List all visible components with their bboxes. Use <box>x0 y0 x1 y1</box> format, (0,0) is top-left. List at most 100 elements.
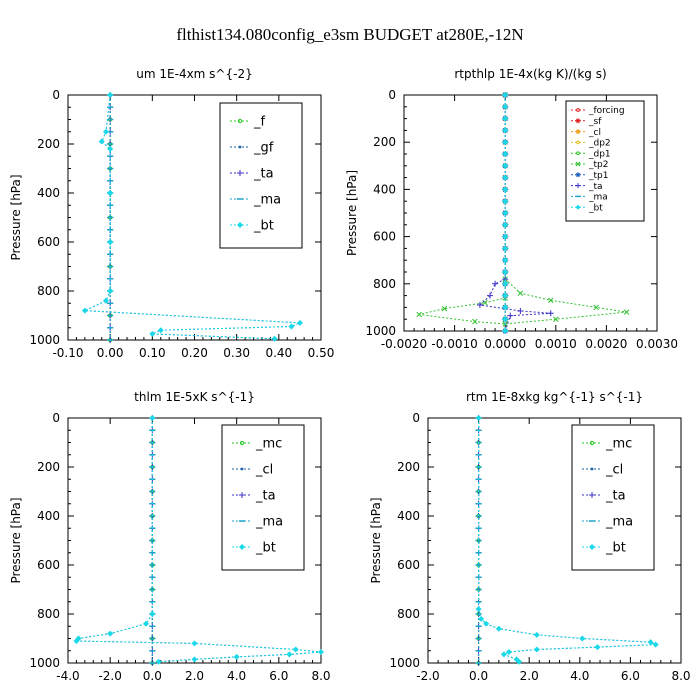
series-bt <box>502 92 509 334</box>
data-point <box>533 631 540 638</box>
legend-label: _tp1 <box>588 171 608 181</box>
data-point <box>502 127 509 134</box>
y-tick-label: 600 <box>373 230 396 244</box>
data-point <box>475 415 482 421</box>
data-point <box>107 92 114 98</box>
data-point <box>553 316 559 322</box>
legend-label: _f <box>253 115 266 130</box>
y-tick-label: 200 <box>373 135 396 149</box>
y-tick-label: 0 <box>52 88 60 102</box>
x-tick-label: 2.0 <box>185 669 204 683</box>
legend: _mc _cl _ta _ma _bt <box>571 424 655 571</box>
data-point <box>149 611 156 617</box>
x-tick-label: 6.0 <box>621 669 640 683</box>
data-point <box>107 239 114 245</box>
legend-box <box>571 424 655 571</box>
legend-label: _bt <box>588 203 603 213</box>
data-point <box>502 103 509 110</box>
legend-marker <box>575 183 581 189</box>
legend: _mc _cl _ta _ma _bt <box>221 424 305 571</box>
legend-label: _ta <box>253 167 274 182</box>
legend-label: _ma <box>605 515 633 530</box>
legend-label: _gf <box>253 141 274 156</box>
data-point <box>475 606 482 613</box>
data-point <box>502 186 509 193</box>
y-tick-label: 200 <box>37 460 60 474</box>
data-point <box>149 415 156 421</box>
x-tick-label: 6.0 <box>269 669 288 683</box>
y-tick-label: 0 <box>388 88 396 102</box>
data-point <box>517 307 524 314</box>
y-tick-label: 800 <box>397 607 420 621</box>
x-tick-label: -2.0 <box>98 669 121 683</box>
x-tick-label: 8.0 <box>671 669 690 683</box>
data-point <box>502 115 509 122</box>
data-point <box>107 630 114 637</box>
legend-marker <box>240 467 244 471</box>
x-tick-label: 4.0 <box>227 669 246 683</box>
data-point <box>500 651 507 658</box>
y-tick-label: 200 <box>37 137 60 151</box>
x-tick-label: 0.0020 <box>585 337 627 351</box>
x-tick-label: 8.0 <box>311 669 330 683</box>
y-tick-label: 800 <box>37 284 60 298</box>
y-axis-label: Pressure [hPa] <box>9 174 23 260</box>
panel-title: rtpthlp 1E-4x(kg K)/(kg s) <box>454 67 606 81</box>
data-point <box>516 658 523 665</box>
legend-marker <box>239 544 245 550</box>
data-point <box>416 311 422 318</box>
data-point <box>102 128 109 135</box>
data-point <box>476 302 483 309</box>
x-tick-label: 0.0 <box>469 669 488 683</box>
legend-label: _ta <box>605 489 626 504</box>
data-point <box>623 309 630 315</box>
x-tick-label: 0.10 <box>139 346 166 360</box>
data-point <box>579 635 586 642</box>
legend-marker <box>237 170 243 176</box>
data-point <box>502 198 509 205</box>
legend-label: _mc <box>255 437 282 452</box>
data-point <box>288 323 295 330</box>
legend-marker <box>575 129 581 135</box>
legend-label: _bt <box>253 219 274 234</box>
y-axis-label: Pressure [hPa] <box>9 497 23 583</box>
legend: _forcing_sf_cl_dp2_dp1_tp2_tp1_ta_ma_bt <box>565 100 645 222</box>
y-tick-label: 0 <box>52 411 60 425</box>
data-point <box>296 319 303 326</box>
legend-label: _ma <box>588 193 608 203</box>
legend-marker <box>237 118 243 124</box>
data-point <box>318 648 324 655</box>
legend-marker <box>238 145 242 149</box>
chart-panel-um: um 1E-4xm s^{-2} Pressure [hPa] -0.10 0.00 0… <box>9 67 334 360</box>
data-point <box>495 625 502 632</box>
y-tick-label: 600 <box>37 235 60 249</box>
y-tick-label: 600 <box>397 558 420 572</box>
data-point <box>157 327 164 334</box>
legend-marker <box>575 204 581 210</box>
data-point <box>505 648 512 655</box>
legend-label: _dp1 <box>588 149 611 159</box>
data-point <box>502 257 509 264</box>
x-tick-label: 4.0 <box>570 669 589 683</box>
chart-panel-rtm: rtm 1E-8xkg kg^{-1} s^{-1} Pressure [hPa]… <box>369 390 691 683</box>
legend-box <box>221 424 305 571</box>
data-point <box>107 190 114 196</box>
series-bt <box>81 92 303 342</box>
y-tick-label: 400 <box>37 186 60 200</box>
y-tick-label: 200 <box>397 460 420 474</box>
series-ta <box>476 92 554 334</box>
legend-label: _forcing <box>588 106 625 116</box>
y-tick-label: 0 <box>412 411 420 425</box>
data-point <box>472 318 478 325</box>
data-point <box>502 269 509 275</box>
legend-marker <box>589 440 595 446</box>
legend-marker <box>589 492 595 498</box>
data-point <box>502 221 509 228</box>
x-tick-label: 0.20 <box>181 346 208 360</box>
x-tick-label: 0.30 <box>223 346 250 360</box>
data-point <box>502 162 509 169</box>
data-point <box>487 292 494 299</box>
x-tick-label: 0.0 <box>143 669 162 683</box>
data-point <box>647 639 654 646</box>
legend-label: _cl <box>255 463 273 478</box>
